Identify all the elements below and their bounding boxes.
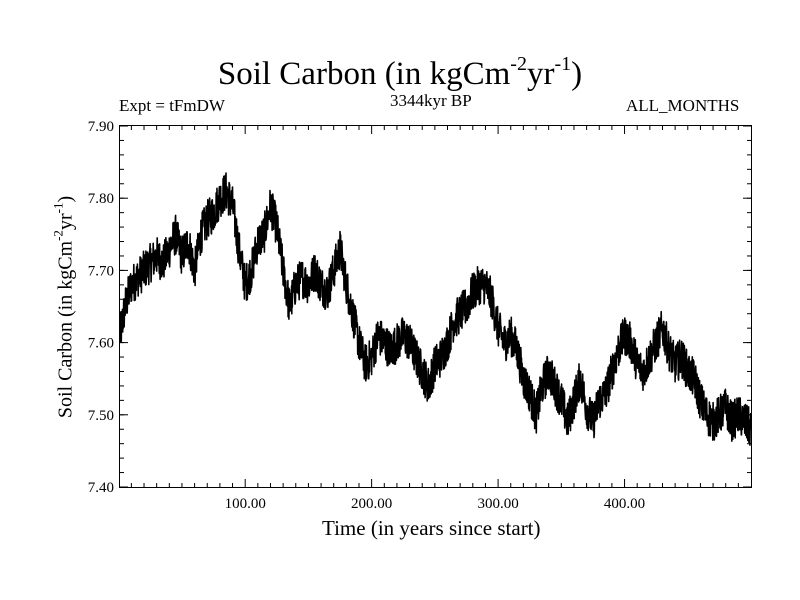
y-tick-label: 7.40 — [88, 480, 114, 496]
y-axis-label-exp2: -1 — [50, 202, 66, 214]
experiment-label: Expt = tFmDW — [119, 96, 225, 115]
series-line-soil-carbon — [119, 172, 752, 446]
y-tick-label: 7.90 — [88, 119, 114, 135]
chart-title: Soil Carbon (in kgCm-2yr-1) — [0, 54, 800, 94]
y-axis-label-exp1: -2 — [50, 230, 66, 241]
chart-title-close: ) — [571, 56, 583, 92]
x-tick-label: 200.00 — [351, 496, 392, 512]
chart-title-text: Soil Carbon (in kgCm — [217, 56, 511, 92]
chart-subtitle: 3344kyr BP — [390, 91, 472, 110]
chart-title-exp1: -2 — [510, 53, 527, 75]
x-tick-label: 300.00 — [477, 496, 518, 512]
x-tick-label: 400.00 — [604, 496, 645, 512]
y-tick-label: 7.50 — [88, 408, 114, 424]
plot-frame — [119, 125, 752, 488]
months-label: ALL_MONTHS — [626, 96, 740, 115]
x-tick-label: 100.00 — [225, 496, 266, 512]
x-axis-label: Time (in years since start) — [322, 516, 541, 540]
y-tick-label: 7.70 — [88, 263, 114, 279]
y-tick-label: 7.60 — [88, 336, 114, 352]
y-axis-label-close: ) — [54, 195, 77, 203]
y-axis-label-mid: yr — [54, 213, 77, 231]
y-axis-label: Soil Carbon (in kgCm-2yr-1) — [51, 195, 78, 419]
chart-title-exp2: -1 — [554, 53, 572, 75]
chart-title-mid: yr — [526, 56, 555, 92]
y-axis-label-text: Soil Carbon (in kgCm — [54, 240, 77, 419]
y-tick-label: 7.80 — [88, 191, 114, 207]
